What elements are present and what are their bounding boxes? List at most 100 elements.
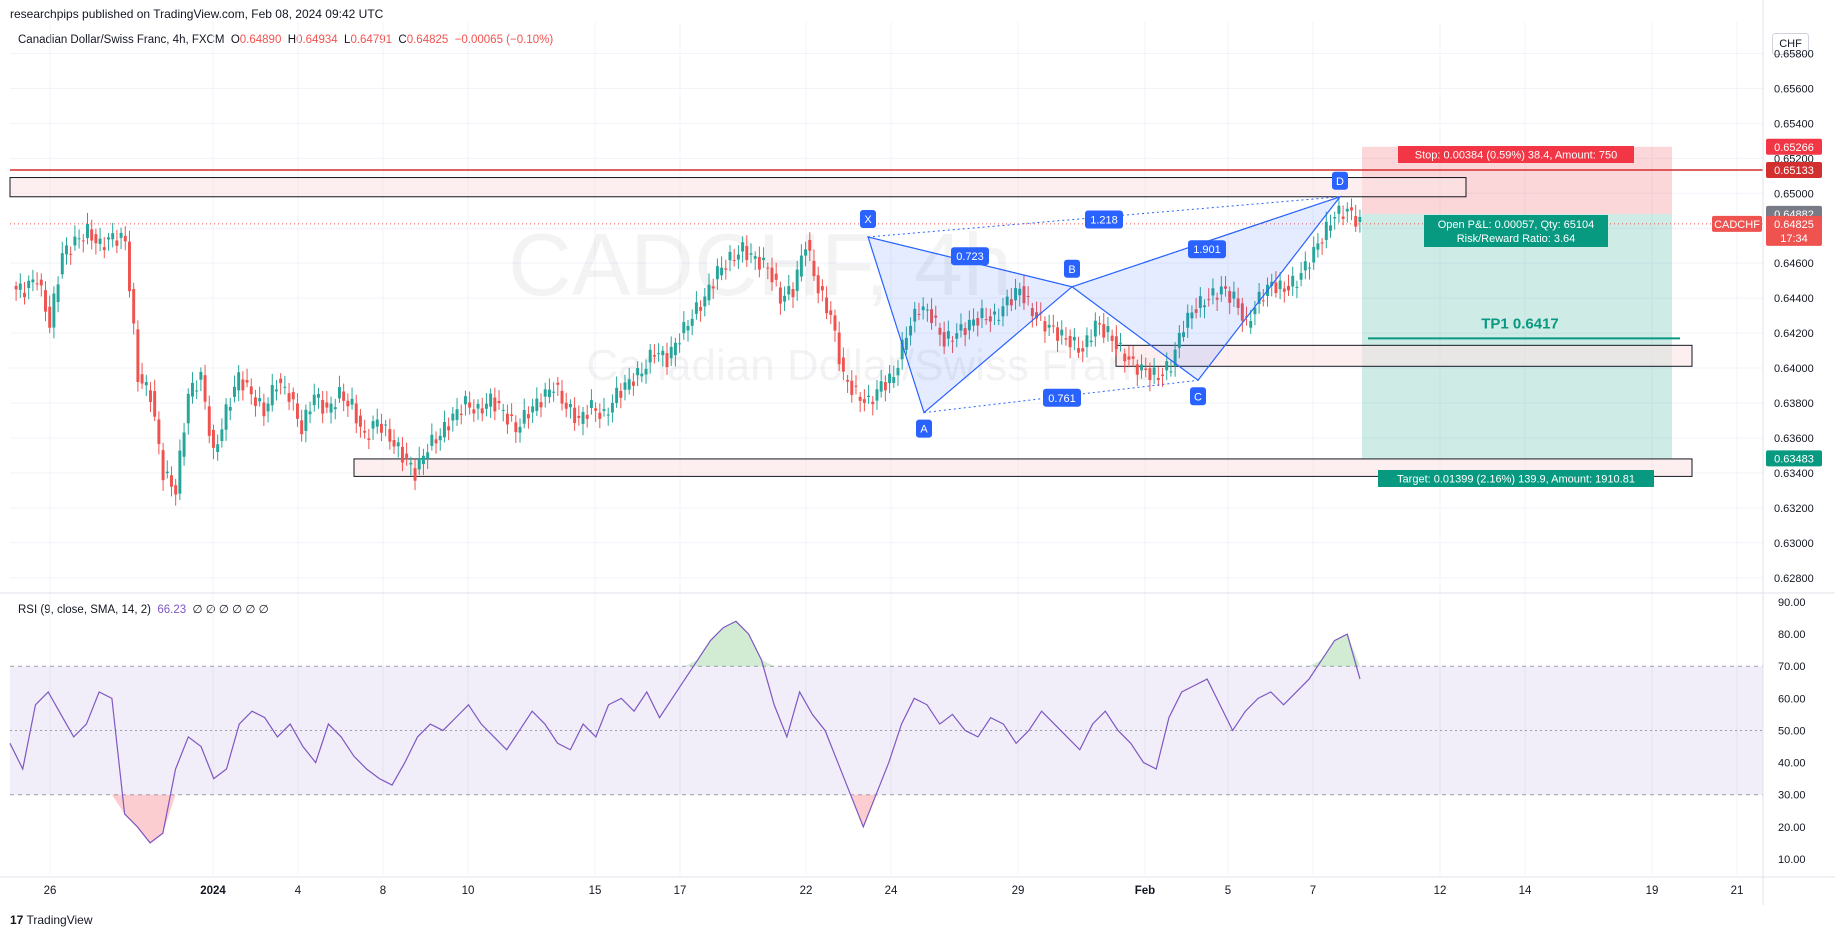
candle-body — [1135, 364, 1139, 375]
candle-body — [1341, 216, 1345, 219]
candle-body — [111, 233, 115, 240]
candle-body — [988, 316, 992, 322]
candle-body — [690, 318, 694, 326]
harmonic-pattern: X A B C D 0.723 1.218 0.761 1.901 — [860, 171, 1348, 438]
candle-body — [627, 379, 631, 390]
time-tick-label: 8 — [380, 885, 386, 897]
countdown-label: 17:34 — [1780, 233, 1808, 245]
candle-body — [623, 382, 627, 390]
candle-body — [686, 325, 690, 331]
candle-body — [161, 450, 165, 481]
candle-body — [1303, 261, 1307, 271]
candle-body — [1190, 312, 1194, 319]
candle-body — [379, 423, 383, 433]
candle-body — [442, 421, 446, 438]
candle-body — [795, 269, 799, 291]
candle-body — [77, 238, 81, 240]
time-tick-label: 17 — [674, 885, 687, 897]
candle-body — [766, 267, 770, 269]
price-tick-label: 0.64000 — [1774, 363, 1814, 375]
pattern-point-box — [1332, 171, 1348, 190]
candle-body — [342, 391, 346, 401]
candle-body — [291, 392, 295, 400]
price-tick-label: 0.63600 — [1774, 433, 1814, 445]
currency-button[interactable]: CHF — [1772, 33, 1809, 55]
candle-body — [1169, 371, 1173, 373]
candle-body — [577, 415, 581, 418]
candle-body — [862, 399, 866, 403]
candle-body — [165, 471, 169, 474]
candle-body — [279, 378, 283, 384]
candle-body — [825, 297, 829, 314]
candle-body — [1253, 307, 1257, 315]
candle-body — [430, 434, 434, 446]
candle-body — [720, 267, 724, 276]
candle-body — [707, 284, 711, 301]
symbol-tag: CADCHF — [1714, 219, 1760, 231]
rsi-tick-label: 60.00 — [1778, 693, 1806, 705]
candle-body — [951, 340, 955, 342]
candle-body — [392, 440, 396, 447]
candle-body — [997, 319, 1001, 321]
resistance-price-label: 0.65133 — [1774, 165, 1814, 177]
candle-body — [447, 426, 451, 431]
candle-body — [1308, 267, 1311, 269]
candle-body — [812, 260, 816, 277]
candle-body — [1274, 282, 1278, 294]
candle-body — [18, 283, 22, 290]
time-tick-label: 22 — [800, 885, 813, 897]
candle-body — [195, 390, 199, 392]
candle-body — [699, 306, 703, 311]
rsi-overbought-fill — [1334, 634, 1348, 667]
time-tick-label: 4 — [295, 885, 302, 897]
time-tick-label: 2024 — [200, 885, 226, 897]
candle-body — [417, 458, 421, 470]
candle-body — [640, 373, 644, 377]
candle-body — [808, 239, 812, 251]
candle-body — [1177, 333, 1181, 348]
candle-body — [745, 246, 749, 261]
time-tick-label: 14 — [1519, 885, 1532, 897]
candle-body — [841, 357, 845, 372]
rsi-tick-label: 30.00 — [1778, 790, 1806, 802]
candle-body — [325, 402, 329, 408]
high-value: 0.64934 — [296, 34, 338, 46]
candle-body — [846, 379, 850, 382]
price-chart[interactable]: CADCHF, 4h Canadian Dollar/Swiss Franc T… — [0, 0, 1835, 910]
candle-body — [1215, 297, 1219, 300]
candle-body — [619, 390, 623, 398]
candle-body — [510, 414, 514, 416]
publish-info: researchpips published on TradingView.co… — [10, 7, 384, 21]
candle-body — [816, 275, 820, 294]
candle-body — [98, 238, 102, 245]
candle-body — [1203, 305, 1206, 308]
candle-body — [157, 419, 161, 445]
tp1-label: TP1 0.6417 — [1481, 315, 1559, 332]
candle-body — [1161, 374, 1164, 376]
rsi-overbought-fill — [697, 640, 711, 667]
candle-body — [1140, 364, 1144, 371]
current-price-label: 0.64825 — [1774, 219, 1814, 231]
candle-body — [178, 450, 182, 494]
candle-body — [1211, 288, 1215, 296]
candle-body — [270, 385, 274, 406]
candle-body — [888, 373, 892, 384]
target-price-label-box — [1766, 450, 1822, 467]
candle-body — [879, 381, 883, 392]
candle-body — [678, 343, 682, 345]
candle-body — [283, 386, 287, 388]
candle-body — [1219, 286, 1223, 295]
candle-body — [1089, 340, 1093, 343]
candle-body — [228, 406, 232, 411]
candle-body — [1337, 205, 1341, 214]
candle-body — [955, 333, 959, 339]
candle-body — [934, 315, 938, 318]
candle-body — [858, 396, 862, 401]
candle-body — [673, 342, 677, 356]
candle-body — [489, 393, 493, 407]
candle-body — [984, 319, 988, 321]
candle-body — [900, 339, 904, 360]
candle-body — [329, 403, 333, 413]
close-value: 0.64825 — [406, 34, 449, 46]
candle-body — [199, 371, 203, 380]
